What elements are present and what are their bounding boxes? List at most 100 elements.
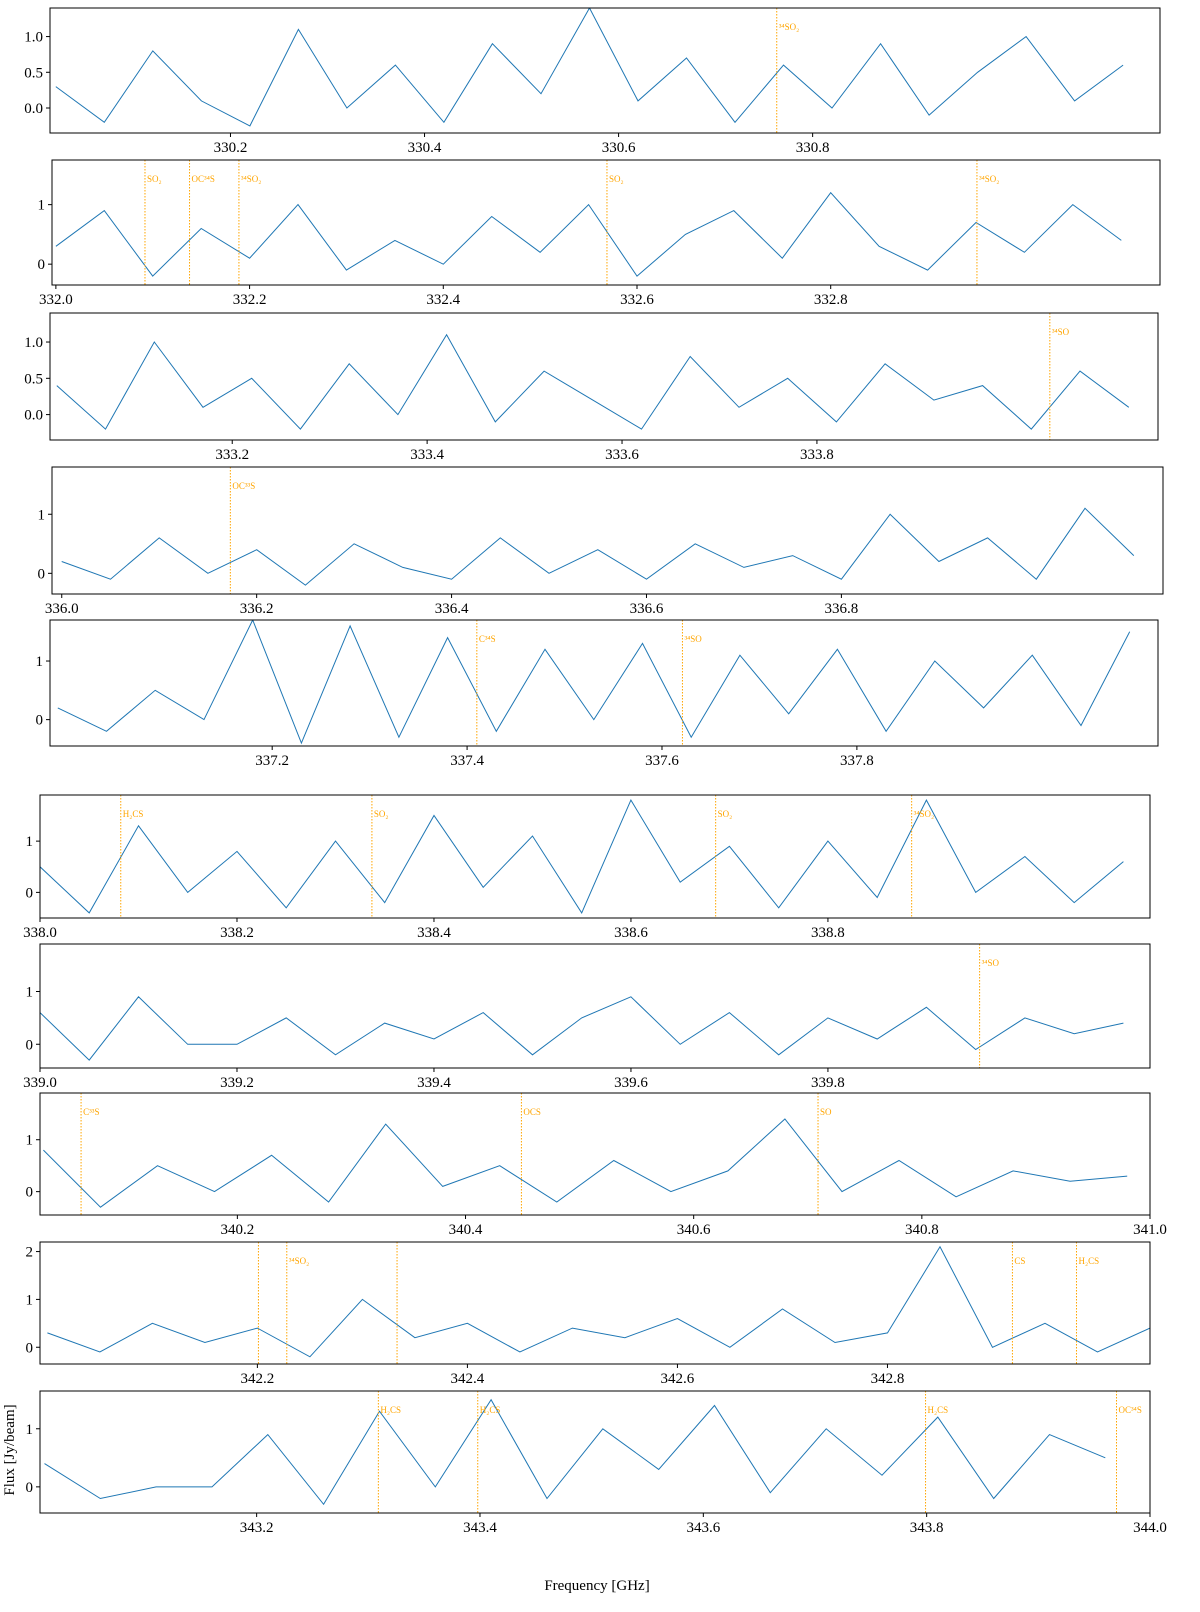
y-tick-label: 0	[36, 713, 44, 729]
y-tick-label: 0	[26, 1480, 34, 1496]
y-tick-label: 1	[36, 654, 44, 670]
plot-frame	[49, 312, 1159, 441]
x-tick-label: 337.4	[450, 753, 484, 769]
spectrum-line	[57, 620, 1131, 745]
transition-label: ³⁴SO₂	[241, 174, 261, 184]
y-tick-label: 1	[38, 198, 46, 214]
x-tick-label: 342.2	[241, 1371, 275, 1387]
transition-label: OC³³S	[232, 481, 255, 491]
x-tick-label: 340.8	[905, 1222, 939, 1238]
y-tick-label: 0	[38, 257, 46, 273]
y-tick-label: 1	[26, 1292, 34, 1308]
transition-label: OCS	[523, 1107, 541, 1117]
x-tick-label: 336.0	[45, 601, 79, 617]
x-tick-label: 338.4	[417, 925, 451, 941]
transition-label: ³⁴SO₂	[289, 1256, 309, 1266]
x-tick-label: 342.6	[661, 1371, 695, 1387]
spectrum-line	[44, 1398, 1106, 1506]
y-axis-label: Flux [Jy/beam]	[2, 1404, 18, 1495]
plot-frame	[51, 159, 1161, 286]
y-tick-label: 0	[26, 1037, 34, 1053]
x-tick-label: 336.2	[240, 601, 274, 617]
spectrum-line	[55, 8, 1124, 127]
transition-label: SO₂	[147, 174, 162, 184]
y-tick-label: 0	[38, 566, 46, 582]
x-tick-label: 343.2	[240, 1520, 274, 1536]
plot-frame	[51, 466, 1164, 595]
plot-frame	[49, 619, 1159, 747]
x-tick-label: 343.4	[463, 1520, 497, 1536]
transition-label: SO₂	[718, 809, 733, 819]
y-tick-label: 1.0	[24, 335, 43, 351]
x-tick-label: 332.0	[39, 292, 73, 308]
x-tick-label: 339.4	[417, 1075, 451, 1091]
x-tick-label: 336.6	[630, 601, 664, 617]
transition-label: OC³⁴S	[1118, 1405, 1141, 1415]
transition-label: OC³⁴S	[192, 174, 215, 184]
transition-label: H₂CS	[480, 1405, 501, 1415]
y-tick-label: 0	[26, 1340, 34, 1356]
y-tick-label: 0.5	[24, 371, 43, 387]
x-tick-label: 338.6	[614, 925, 648, 941]
spectrum-line	[61, 507, 1135, 586]
x-tick-label: 343.8	[910, 1520, 944, 1536]
plot-frame	[49, 7, 1161, 134]
x-tick-label: 340.2	[220, 1222, 254, 1238]
plot-frame	[39, 943, 1151, 1069]
plot-frame	[39, 1241, 1151, 1365]
x-tick-label: 333.6	[605, 447, 639, 463]
transition-label: H₂CS	[123, 809, 144, 819]
x-tick-label: 340.4	[449, 1222, 483, 1238]
transition-label: ³⁴SO₂	[914, 809, 934, 819]
plot-frame	[39, 1092, 1151, 1216]
x-tick-label: 342.4	[451, 1371, 485, 1387]
x-tick-label: 341.0	[1133, 1222, 1167, 1238]
transition-label: ³⁴SO	[684, 634, 702, 644]
x-tick-label: 337.6	[645, 753, 679, 769]
transition-label: C³⁴S	[479, 634, 496, 644]
x-tick-label: 330.4	[408, 140, 442, 156]
x-tick-label: 332.4	[426, 292, 460, 308]
transition-label: H₂CS	[380, 1405, 401, 1415]
x-tick-label: 332.6	[620, 292, 654, 308]
x-tick-label: 330.6	[602, 140, 636, 156]
y-tick-label: 0	[26, 1185, 34, 1201]
y-tick-label: 0	[26, 885, 34, 901]
transition-label: ³⁴SO	[982, 958, 1000, 968]
x-tick-label: 338.2	[220, 925, 254, 941]
y-tick-label: 0.0	[24, 408, 43, 424]
spectrum-line	[43, 1118, 1128, 1208]
x-tick-label: 339.0	[23, 1075, 57, 1091]
transition-label: ³⁴SO	[1052, 327, 1070, 337]
y-tick-label: 1	[26, 1133, 34, 1149]
y-tick-label: 2	[26, 1245, 34, 1261]
x-tick-label: 332.2	[233, 292, 267, 308]
y-tick-label: 0.0	[24, 101, 43, 117]
x-tick-label: 339.2	[220, 1075, 254, 1091]
y-tick-label: 1	[26, 834, 34, 850]
spectrum-line	[55, 191, 1122, 277]
transition-label: SO₂	[374, 809, 389, 819]
x-tick-label: 338.0	[23, 925, 57, 941]
x-tick-label: 339.6	[614, 1075, 648, 1091]
y-tick-label: 1	[26, 1422, 34, 1438]
x-tick-label: 330.2	[214, 140, 248, 156]
x-tick-label: 338.8	[811, 925, 845, 941]
x-tick-label: 333.4	[410, 447, 444, 463]
x-tick-label: 342.8	[871, 1371, 905, 1387]
transition-label: ³⁴SO₂	[979, 174, 999, 184]
transition-label: SO	[820, 1107, 832, 1117]
x-tick-label: 333.2	[215, 447, 249, 463]
plot-frame	[39, 794, 1151, 919]
x-tick-label: 339.8	[811, 1075, 845, 1091]
transition-label: ³⁴SO₂	[779, 22, 799, 32]
spectrum-line	[40, 799, 1124, 914]
x-tick-label: 344.0	[1133, 1520, 1167, 1536]
x-tick-label: 330.8	[796, 140, 830, 156]
x-tick-label: 343.6	[686, 1520, 720, 1536]
transition-label: H₂CS	[1078, 1256, 1099, 1266]
x-tick-label: 336.8	[825, 601, 859, 617]
y-tick-label: 0.5	[24, 65, 43, 81]
x-tick-label: 337.2	[255, 753, 289, 769]
plot-frame	[39, 1390, 1151, 1514]
